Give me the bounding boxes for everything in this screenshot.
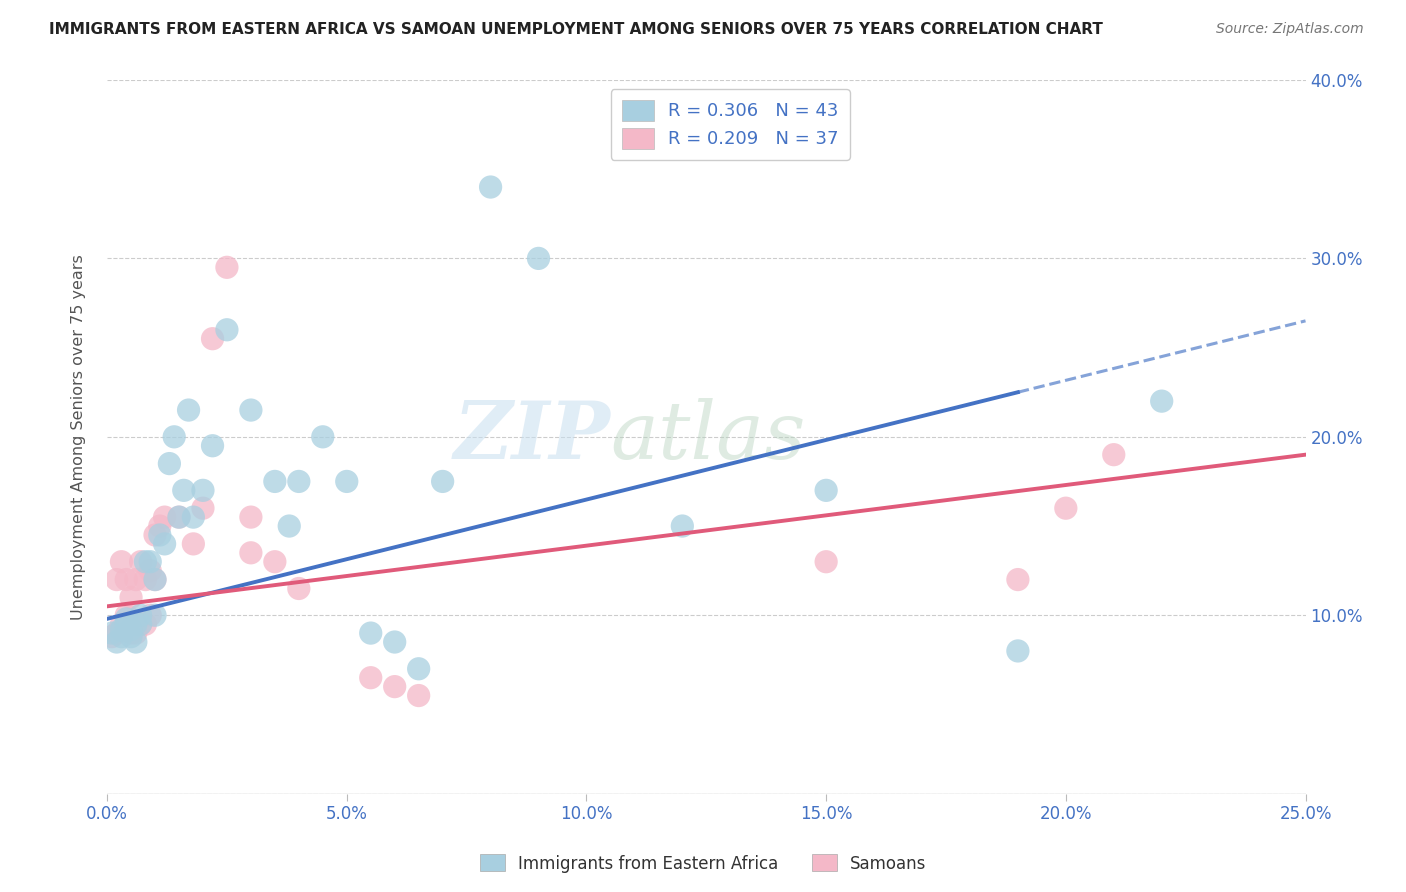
Point <box>183 510 205 524</box>
Point <box>134 555 156 569</box>
Point <box>1007 644 1029 658</box>
Point <box>201 439 224 453</box>
Point <box>149 528 172 542</box>
Point <box>134 617 156 632</box>
Point <box>157 457 180 471</box>
Point <box>105 626 128 640</box>
Point <box>215 260 238 275</box>
Point <box>125 635 148 649</box>
Point <box>125 573 148 587</box>
Point <box>239 546 262 560</box>
Text: atlas: atlas <box>610 398 806 475</box>
Point <box>671 519 693 533</box>
Point <box>149 519 172 533</box>
Point <box>1007 573 1029 587</box>
Point <box>115 612 138 626</box>
Point <box>167 510 190 524</box>
Point <box>263 555 285 569</box>
Point <box>201 332 224 346</box>
Text: Source: ZipAtlas.com: Source: ZipAtlas.com <box>1216 22 1364 37</box>
Point <box>101 626 124 640</box>
Point <box>101 630 124 644</box>
Point <box>115 573 138 587</box>
Point <box>336 475 359 489</box>
Point <box>1054 501 1077 516</box>
Point <box>143 608 166 623</box>
Point <box>288 582 311 596</box>
Point <box>110 617 132 632</box>
Point <box>139 555 162 569</box>
Point <box>191 501 214 516</box>
Point <box>125 626 148 640</box>
Point <box>312 430 335 444</box>
Point <box>360 671 382 685</box>
Point <box>120 623 142 637</box>
Point <box>1150 394 1173 409</box>
Point <box>479 180 502 194</box>
Point <box>110 555 132 569</box>
Point <box>215 323 238 337</box>
Point <box>143 573 166 587</box>
Point <box>143 528 166 542</box>
Point <box>177 403 200 417</box>
Y-axis label: Unemployment Among Seniors over 75 years: Unemployment Among Seniors over 75 years <box>72 254 86 620</box>
Point <box>432 475 454 489</box>
Point <box>167 510 190 524</box>
Point <box>129 608 152 623</box>
Point <box>110 623 132 637</box>
Point <box>191 483 214 498</box>
Point <box>110 630 132 644</box>
Point <box>139 564 162 578</box>
Point <box>139 608 162 623</box>
Point <box>527 252 550 266</box>
Point <box>384 680 406 694</box>
Point <box>105 573 128 587</box>
Point <box>153 537 176 551</box>
Point <box>239 510 262 524</box>
Point <box>153 510 176 524</box>
Point <box>815 555 838 569</box>
Point <box>384 635 406 649</box>
Point <box>120 626 142 640</box>
Point <box>115 608 138 623</box>
Point <box>105 635 128 649</box>
Point <box>815 483 838 498</box>
Point <box>129 617 152 632</box>
Text: ZIP: ZIP <box>454 398 610 475</box>
Point <box>115 617 138 632</box>
Point <box>125 617 148 632</box>
Point <box>120 630 142 644</box>
Point <box>129 555 152 569</box>
Point <box>288 475 311 489</box>
Point <box>129 617 152 632</box>
Point <box>263 475 285 489</box>
Point <box>1102 448 1125 462</box>
Point <box>408 662 430 676</box>
Legend: Immigrants from Eastern Africa, Samoans: Immigrants from Eastern Africa, Samoans <box>472 847 934 880</box>
Point <box>173 483 195 498</box>
Point <box>163 430 186 444</box>
Point <box>239 403 262 417</box>
Text: IMMIGRANTS FROM EASTERN AFRICA VS SAMOAN UNEMPLOYMENT AMONG SENIORS OVER 75 YEAR: IMMIGRANTS FROM EASTERN AFRICA VS SAMOAN… <box>49 22 1104 37</box>
Point <box>278 519 301 533</box>
Legend: R = 0.306   N = 43, R = 0.209   N = 37: R = 0.306 N = 43, R = 0.209 N = 37 <box>610 89 849 160</box>
Point <box>360 626 382 640</box>
Point <box>183 537 205 551</box>
Point <box>143 573 166 587</box>
Point <box>134 573 156 587</box>
Point <box>408 689 430 703</box>
Point <box>120 591 142 605</box>
